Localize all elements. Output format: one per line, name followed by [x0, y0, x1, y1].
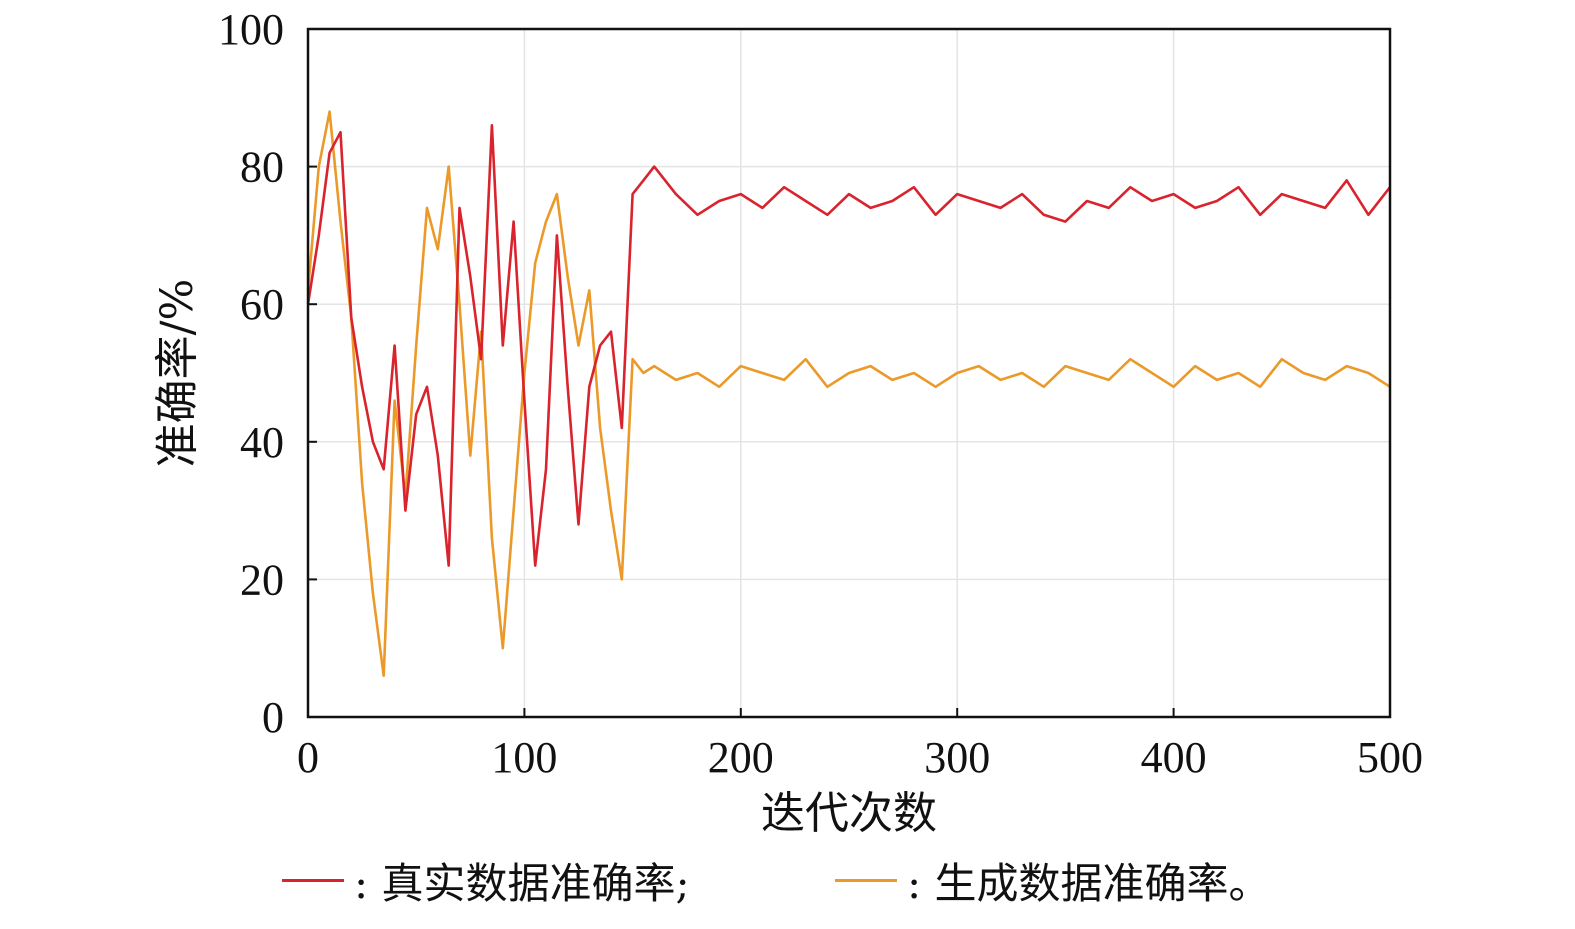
y-tick-label: 0 [262, 693, 284, 742]
y-tick-label: 60 [240, 280, 284, 329]
y-tick-label: 20 [240, 555, 284, 604]
y-tick-label: 40 [240, 418, 284, 467]
grid-lines [308, 29, 1390, 717]
x-tick-labels: 0 100 200 300 400 500 [297, 733, 1423, 782]
legend-2: : 生成数据准确率。 [835, 850, 1271, 910]
series-line-generated-accuracy [306, 110, 1391, 678]
legend: : 真实数据准确率; [282, 850, 690, 910]
plot-frame [306, 27, 1392, 719]
legend-label-real: : 真实数据准确率; [354, 858, 690, 908]
y-tick-labels: 0 20 40 60 80 100 [218, 5, 284, 742]
x-tick-label: 200 [708, 733, 774, 782]
y-tick-label: 80 [240, 143, 284, 192]
legend-label-generated: : 生成数据准确率。 [907, 858, 1271, 908]
x-tick-label: 400 [1141, 733, 1207, 782]
y-tick-label: 100 [218, 5, 284, 54]
x-tick-label: 0 [297, 733, 319, 782]
legend-swatch-real [282, 878, 344, 882]
y-axis-title: 准确率/% [152, 279, 203, 468]
x-tick-label: 100 [491, 733, 557, 782]
legend-swatch-generated [835, 878, 897, 882]
tick-marks [307, 28, 1391, 718]
x-axis-title: 迭代次数 [761, 788, 937, 839]
x-tick-label: 500 [1357, 733, 1423, 782]
series-layer [306, 110, 1392, 678]
series-line-real-accuracy [306, 124, 1392, 567]
x-tick-label: 300 [924, 733, 990, 782]
